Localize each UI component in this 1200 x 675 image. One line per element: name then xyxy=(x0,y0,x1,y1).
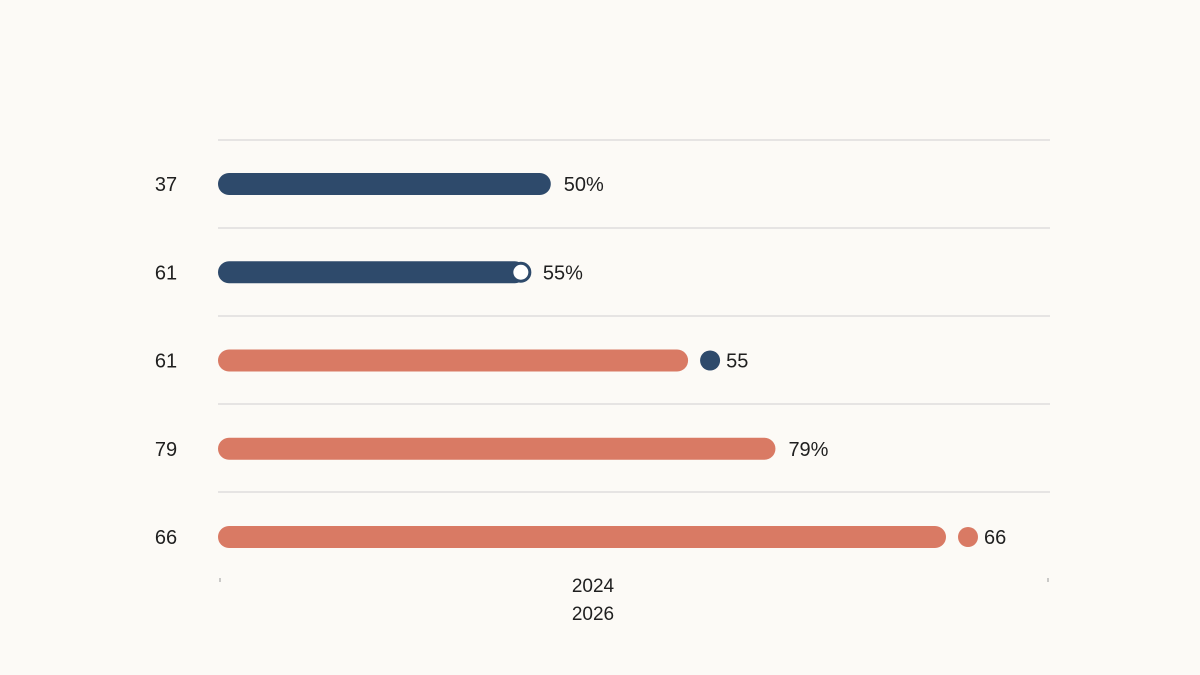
value-label: 50% xyxy=(564,174,604,196)
value-label: 66 xyxy=(984,527,1006,549)
bar xyxy=(218,526,946,548)
x-annotation: 2024 xyxy=(572,576,615,597)
row-label: 37 xyxy=(155,174,177,196)
bar xyxy=(218,261,526,284)
value-label: 55% xyxy=(543,262,583,284)
data-point-dot xyxy=(700,350,721,371)
value-label: 55 xyxy=(726,351,748,373)
bar xyxy=(218,349,689,372)
bar xyxy=(218,173,551,195)
data-point-dot xyxy=(958,527,978,547)
bar xyxy=(218,437,776,460)
row-label: 79 xyxy=(155,439,177,461)
value-label: 79% xyxy=(788,439,828,461)
bar-end-marker xyxy=(510,261,532,283)
row-label: 66 xyxy=(155,527,177,549)
x-annotation: 2026 xyxy=(572,604,614,625)
row-label: 61 xyxy=(155,351,177,373)
row-label: 61 xyxy=(155,262,177,284)
